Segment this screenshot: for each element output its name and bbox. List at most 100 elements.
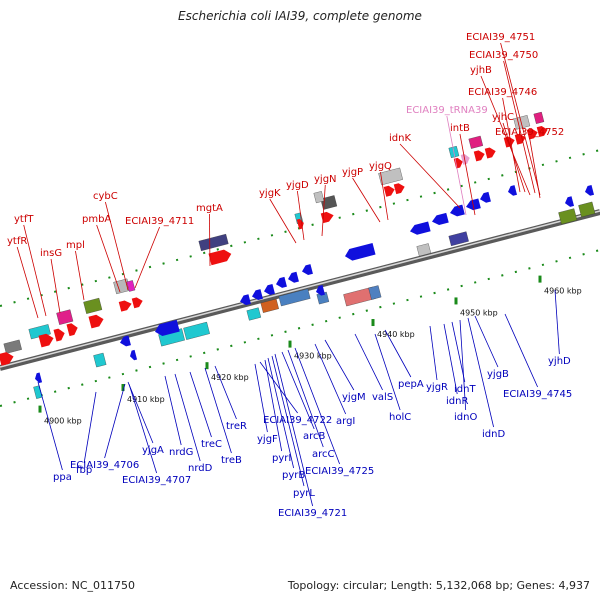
gene-leader-line <box>446 115 467 216</box>
gene-label-minus: nrdD <box>188 463 213 474</box>
gene-block <box>56 309 74 325</box>
gene-label-minus: yjhD <box>548 356 571 367</box>
gene-block <box>378 167 403 186</box>
gene-arrow-forward <box>66 323 78 337</box>
gene-arrow-reverse <box>288 271 299 283</box>
gene-label-minus: treR <box>226 421 247 432</box>
gene-arrow-forward <box>383 185 395 197</box>
gene-leader-line <box>104 383 126 459</box>
gene-arrow-reverse <box>240 294 251 306</box>
gene-leader-line <box>296 190 305 241</box>
gene-label-minus: yjgA <box>142 445 164 456</box>
gene-label-plus: ECIAI39_4751 <box>466 32 535 43</box>
gene-label-minus: ppa <box>53 472 72 483</box>
gene-leader-line <box>164 375 182 446</box>
gene-block <box>3 339 22 354</box>
tick-label: 4920 kbp <box>211 373 249 382</box>
accession-text: Accession: NC_011750 <box>10 579 136 592</box>
tick-label: 4940 kbp <box>377 330 415 339</box>
tick-mark <box>38 405 42 413</box>
gene-leader-line <box>37 381 63 471</box>
gene-leader-line <box>480 75 531 196</box>
gene-leader-line <box>380 171 389 221</box>
gene-label-plus: idnK <box>389 133 411 144</box>
gene-arrow-reverse <box>120 335 131 347</box>
gene-leader-line <box>502 122 526 193</box>
gene-leader-line <box>529 137 541 199</box>
gene-label-plus: yjgK <box>259 188 281 199</box>
gene-label-minus: ECIAI39_4725 <box>305 466 374 477</box>
gene-arrow-forward <box>393 183 405 195</box>
gene-arrow-forward <box>118 300 132 312</box>
gene-block <box>126 280 136 292</box>
gene-leader-line <box>354 333 383 391</box>
backbone-line <box>0 209 600 371</box>
gene-label-minus: ECIAI39_4721 <box>278 508 347 519</box>
gene-leader-line <box>254 363 268 433</box>
gene-arrow-forward <box>453 157 463 169</box>
gene-arrow-forward <box>38 333 54 348</box>
map-title: Escherichia coli IAI39, complete genome <box>178 9 422 23</box>
gene-leader-line <box>134 226 160 289</box>
tick-mark <box>121 384 125 392</box>
gene-leader-line <box>399 143 461 209</box>
gene-arrow-reverse <box>35 372 43 383</box>
gene-label-minus: pepA <box>398 379 424 390</box>
gene-arrow-forward <box>208 249 232 266</box>
tick-label: 4950 kbp <box>460 308 498 317</box>
gene-label-minus: arcB <box>303 431 326 442</box>
gene-block <box>278 288 311 307</box>
gene-leader-line <box>459 133 476 216</box>
gene-label-minus: idnR <box>446 396 468 407</box>
gene-block <box>313 191 325 204</box>
gene-label-plus: ECIAI39_tRNA39 <box>406 105 488 116</box>
gene-block <box>468 135 484 149</box>
gene-label-plus: ECIAI39_4752 <box>495 127 564 138</box>
tick-mark <box>205 362 209 370</box>
gene-label-minus: argI <box>336 416 355 427</box>
gene-label-plus: yjgQ <box>369 161 392 172</box>
gene-leader-line <box>554 289 560 355</box>
gene-label-plus: mgtA <box>196 203 223 214</box>
gene-label-plus: yjgN <box>314 174 337 185</box>
gene-label-minus: treC <box>201 439 222 450</box>
gene-block <box>246 307 262 321</box>
gene-leader-line <box>503 60 536 194</box>
gene-leader-line <box>502 97 521 193</box>
gene-label-plus: insG <box>40 248 62 259</box>
gene-arrow-forward <box>131 297 143 309</box>
gene-label-minus: arcC <box>312 449 335 460</box>
gene-leader-line <box>96 224 121 293</box>
gene-leader-line <box>429 325 438 381</box>
gene-label-minus: idnD <box>482 429 505 440</box>
gene-label-minus: holC <box>389 412 411 423</box>
gene-arrow-reverse <box>480 191 491 203</box>
gene-leader-line <box>83 391 97 464</box>
gene-arrow-forward <box>320 211 334 224</box>
gene-leader-line <box>281 351 315 430</box>
gene-arrow-reverse <box>508 185 518 196</box>
gene-label-plus: ECIAI39_4750 <box>469 50 538 61</box>
gene-leader-line <box>474 315 499 368</box>
gene-arrow-forward <box>88 314 104 329</box>
gene-arrow-reverse <box>155 319 180 336</box>
gene-leader-line <box>384 329 412 378</box>
gene-label-plus: yjhB <box>470 65 492 76</box>
gene-label-minus: ECIAI39_4745 <box>503 389 572 400</box>
gene-leader-line <box>352 177 381 223</box>
gene-leader-line <box>459 319 467 411</box>
gene-leader-line <box>500 42 541 196</box>
tick-mark <box>288 340 292 348</box>
tick-label: 4960 kbp <box>544 287 582 296</box>
gene-label-minus: fbp <box>76 465 92 476</box>
gene-arrow-reverse <box>565 196 575 207</box>
gene-leader-line <box>467 317 494 428</box>
gene-label-minus: nrdG <box>169 447 193 458</box>
gene-leader-line <box>259 361 298 414</box>
gene-label-minus: pyrL <box>293 488 315 499</box>
gene-arrow-reverse <box>345 242 376 261</box>
gene-label-minus: valS <box>372 392 393 403</box>
gene-label-minus: treB <box>221 455 242 466</box>
gene-block <box>183 321 210 340</box>
gene-leader-line <box>443 323 458 395</box>
